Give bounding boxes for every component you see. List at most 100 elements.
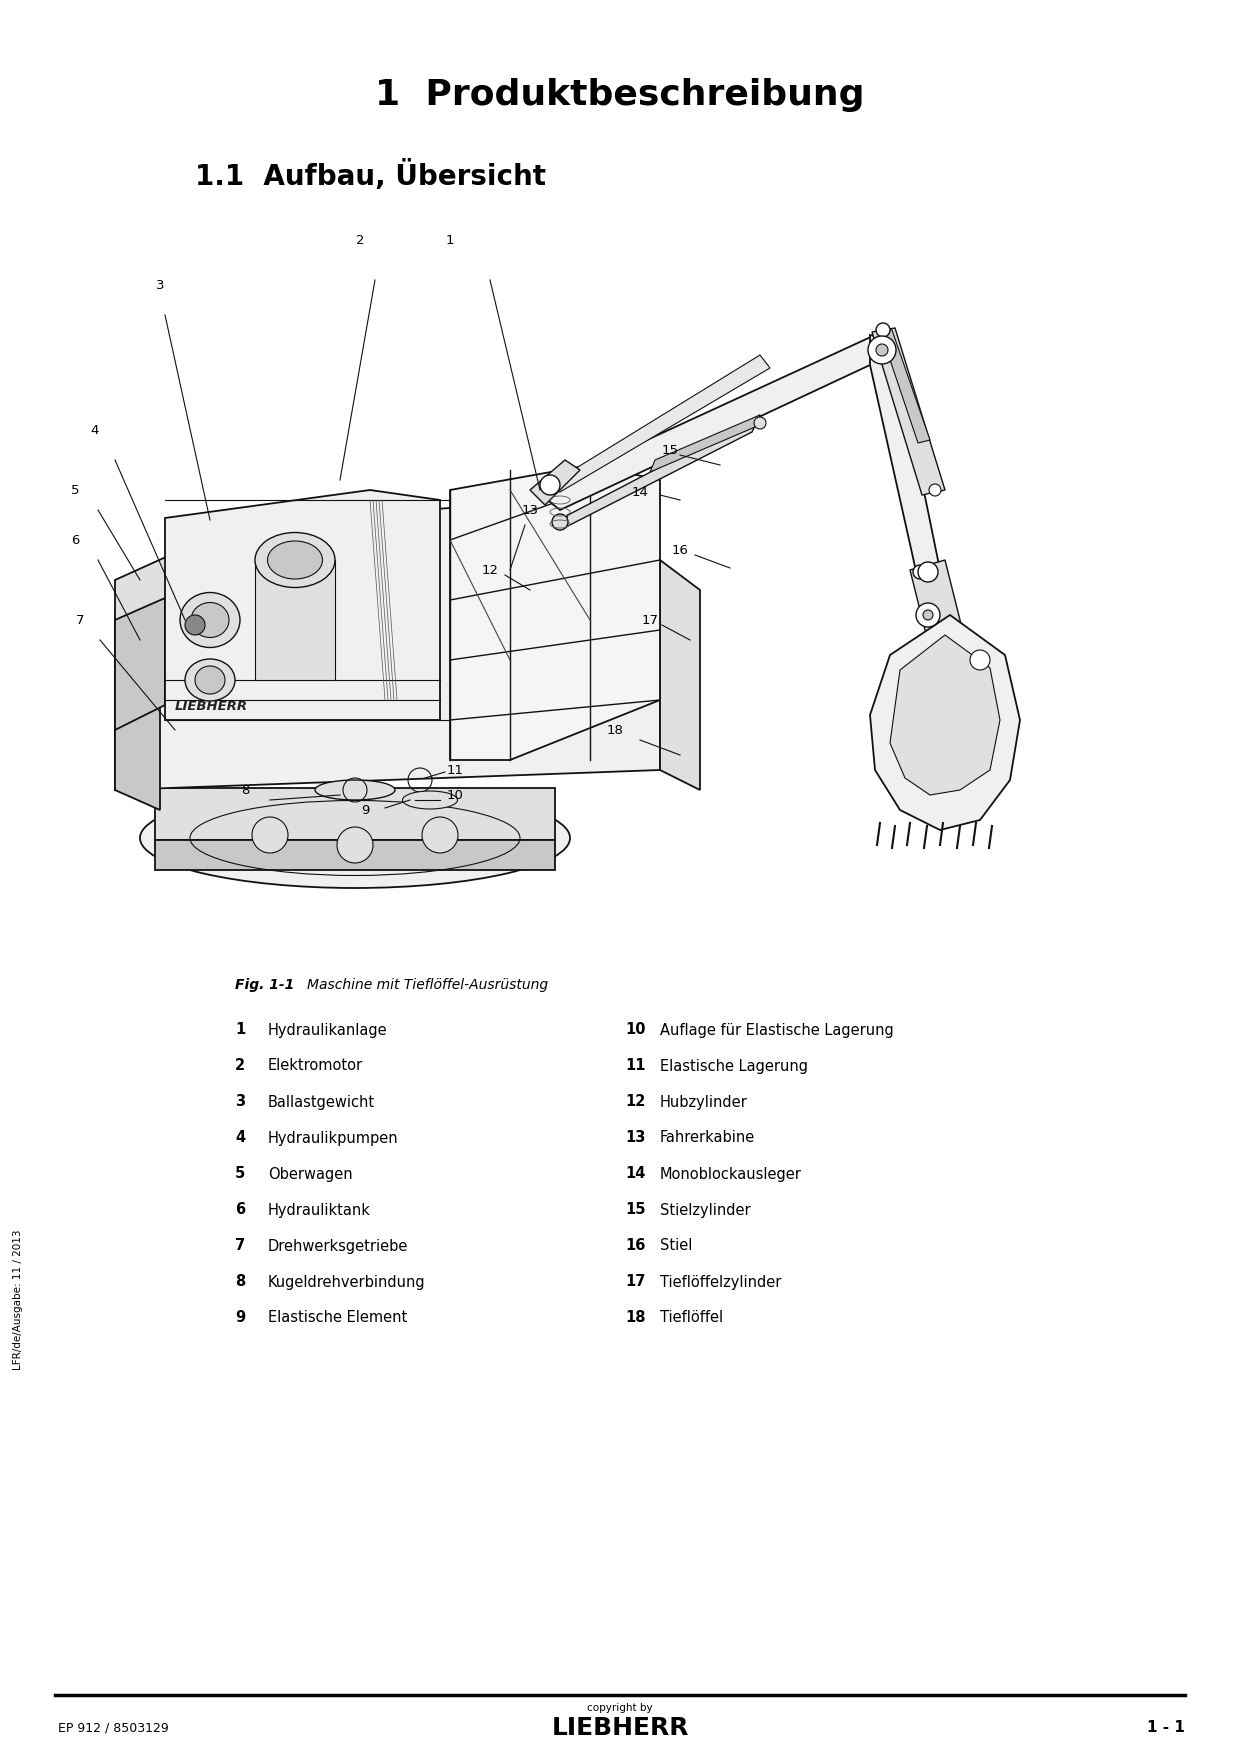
Text: Tieflöffelzylinder: Tieflöffelzylinder <box>660 1274 781 1290</box>
Text: 7: 7 <box>236 1239 246 1253</box>
Circle shape <box>923 611 932 620</box>
Text: Hydrauliktank: Hydrauliktank <box>268 1202 371 1218</box>
Text: EP 912 / 8503129: EP 912 / 8503129 <box>58 1722 169 1734</box>
Text: Stielzylinder: Stielzylinder <box>660 1202 750 1218</box>
Text: 18: 18 <box>606 723 624 737</box>
Text: 1  Produktbeschreibung: 1 Produktbeschreibung <box>376 77 864 112</box>
Ellipse shape <box>403 792 458 809</box>
Text: Stiel: Stiel <box>660 1239 692 1253</box>
Text: 15: 15 <box>661 444 678 456</box>
Circle shape <box>754 418 766 428</box>
Text: 1 - 1: 1 - 1 <box>1147 1720 1185 1736</box>
Circle shape <box>970 649 990 670</box>
Polygon shape <box>450 465 660 760</box>
Circle shape <box>539 476 560 495</box>
Text: Hydraulikpumpen: Hydraulikpumpen <box>268 1130 398 1146</box>
Polygon shape <box>529 460 580 505</box>
Text: Kugeldrehverbindung: Kugeldrehverbindung <box>268 1274 425 1290</box>
Text: 16: 16 <box>672 544 688 556</box>
Circle shape <box>337 827 373 863</box>
Text: 1.1  Aufbau, Übersicht: 1.1 Aufbau, Übersicht <box>195 160 546 191</box>
Text: 1: 1 <box>445 233 454 246</box>
Text: 11: 11 <box>625 1058 646 1074</box>
Ellipse shape <box>180 593 241 648</box>
Text: 3: 3 <box>236 1095 246 1109</box>
Text: copyright by: copyright by <box>588 1702 652 1713</box>
Circle shape <box>918 562 937 583</box>
Polygon shape <box>546 335 890 511</box>
Text: LFR/de/Ausgabe: 11 / 2013: LFR/de/Ausgabe: 11 / 2013 <box>12 1230 24 1371</box>
Text: 5: 5 <box>236 1167 246 1181</box>
Text: Hydraulikanlage: Hydraulikanlage <box>268 1023 388 1037</box>
Ellipse shape <box>191 602 229 637</box>
Text: 4: 4 <box>236 1130 246 1146</box>
Text: 9: 9 <box>236 1311 246 1325</box>
Circle shape <box>252 818 288 853</box>
Text: 16: 16 <box>625 1239 645 1253</box>
Text: 9: 9 <box>361 804 370 816</box>
Polygon shape <box>155 788 556 841</box>
Polygon shape <box>910 560 975 690</box>
Polygon shape <box>870 614 1021 830</box>
Text: 3: 3 <box>156 279 164 291</box>
Text: 15: 15 <box>625 1202 646 1218</box>
Ellipse shape <box>195 665 224 693</box>
Polygon shape <box>255 560 335 679</box>
Text: Tieflöffel: Tieflöffel <box>660 1311 723 1325</box>
Ellipse shape <box>268 541 322 579</box>
Polygon shape <box>870 335 940 579</box>
Circle shape <box>868 335 897 363</box>
Polygon shape <box>551 355 770 491</box>
Ellipse shape <box>255 532 335 588</box>
Ellipse shape <box>140 788 570 888</box>
Text: 8: 8 <box>241 783 249 797</box>
Text: 13: 13 <box>625 1130 645 1146</box>
Polygon shape <box>155 841 556 870</box>
Text: Maschine mit Tieflöffel-Ausrüstung: Maschine mit Tieflöffel-Ausrüstung <box>308 978 548 992</box>
Text: Hubzylinder: Hubzylinder <box>660 1095 748 1109</box>
Text: 4: 4 <box>91 423 99 437</box>
Text: Auflage für Elastische Lagerung: Auflage für Elastische Lagerung <box>660 1023 894 1037</box>
Text: Ballastgewicht: Ballastgewicht <box>268 1095 376 1109</box>
Text: 6: 6 <box>236 1202 246 1218</box>
Text: 8: 8 <box>236 1274 246 1290</box>
Text: 10: 10 <box>446 788 464 802</box>
Circle shape <box>875 344 888 356</box>
Text: Drehwerksgetriebe: Drehwerksgetriebe <box>268 1239 408 1253</box>
Circle shape <box>916 604 940 627</box>
Text: 14: 14 <box>631 486 649 498</box>
Text: LIEBHERR: LIEBHERR <box>175 700 248 713</box>
Polygon shape <box>115 598 165 730</box>
Text: 12: 12 <box>625 1095 645 1109</box>
Circle shape <box>422 818 458 853</box>
Polygon shape <box>890 635 999 795</box>
Polygon shape <box>660 560 701 790</box>
Circle shape <box>913 565 928 579</box>
Text: 18: 18 <box>625 1311 646 1325</box>
Circle shape <box>929 484 941 497</box>
Text: Fahrerkabine: Fahrerkabine <box>660 1130 755 1146</box>
Circle shape <box>552 514 568 530</box>
Text: Monoblockausleger: Monoblockausleger <box>660 1167 802 1181</box>
Text: Elastische Element: Elastische Element <box>268 1311 407 1325</box>
Text: Elastische Lagerung: Elastische Lagerung <box>660 1058 808 1074</box>
Polygon shape <box>165 490 440 720</box>
Text: 14: 14 <box>625 1167 645 1181</box>
Text: 6: 6 <box>71 534 79 546</box>
Text: 12: 12 <box>481 563 498 576</box>
Polygon shape <box>560 414 760 530</box>
Polygon shape <box>880 330 930 442</box>
Text: 7: 7 <box>76 614 84 627</box>
Text: 13: 13 <box>522 504 538 516</box>
Text: 2: 2 <box>356 233 365 246</box>
Text: LIEBHERR: LIEBHERR <box>552 1716 688 1739</box>
Polygon shape <box>920 569 970 658</box>
Circle shape <box>185 614 205 635</box>
Ellipse shape <box>315 779 396 800</box>
Polygon shape <box>115 511 270 620</box>
Polygon shape <box>872 328 945 495</box>
Text: 17: 17 <box>641 614 658 627</box>
Text: Fig. 1-1: Fig. 1-1 <box>236 978 294 992</box>
Polygon shape <box>115 500 660 790</box>
Text: 11: 11 <box>446 763 464 776</box>
